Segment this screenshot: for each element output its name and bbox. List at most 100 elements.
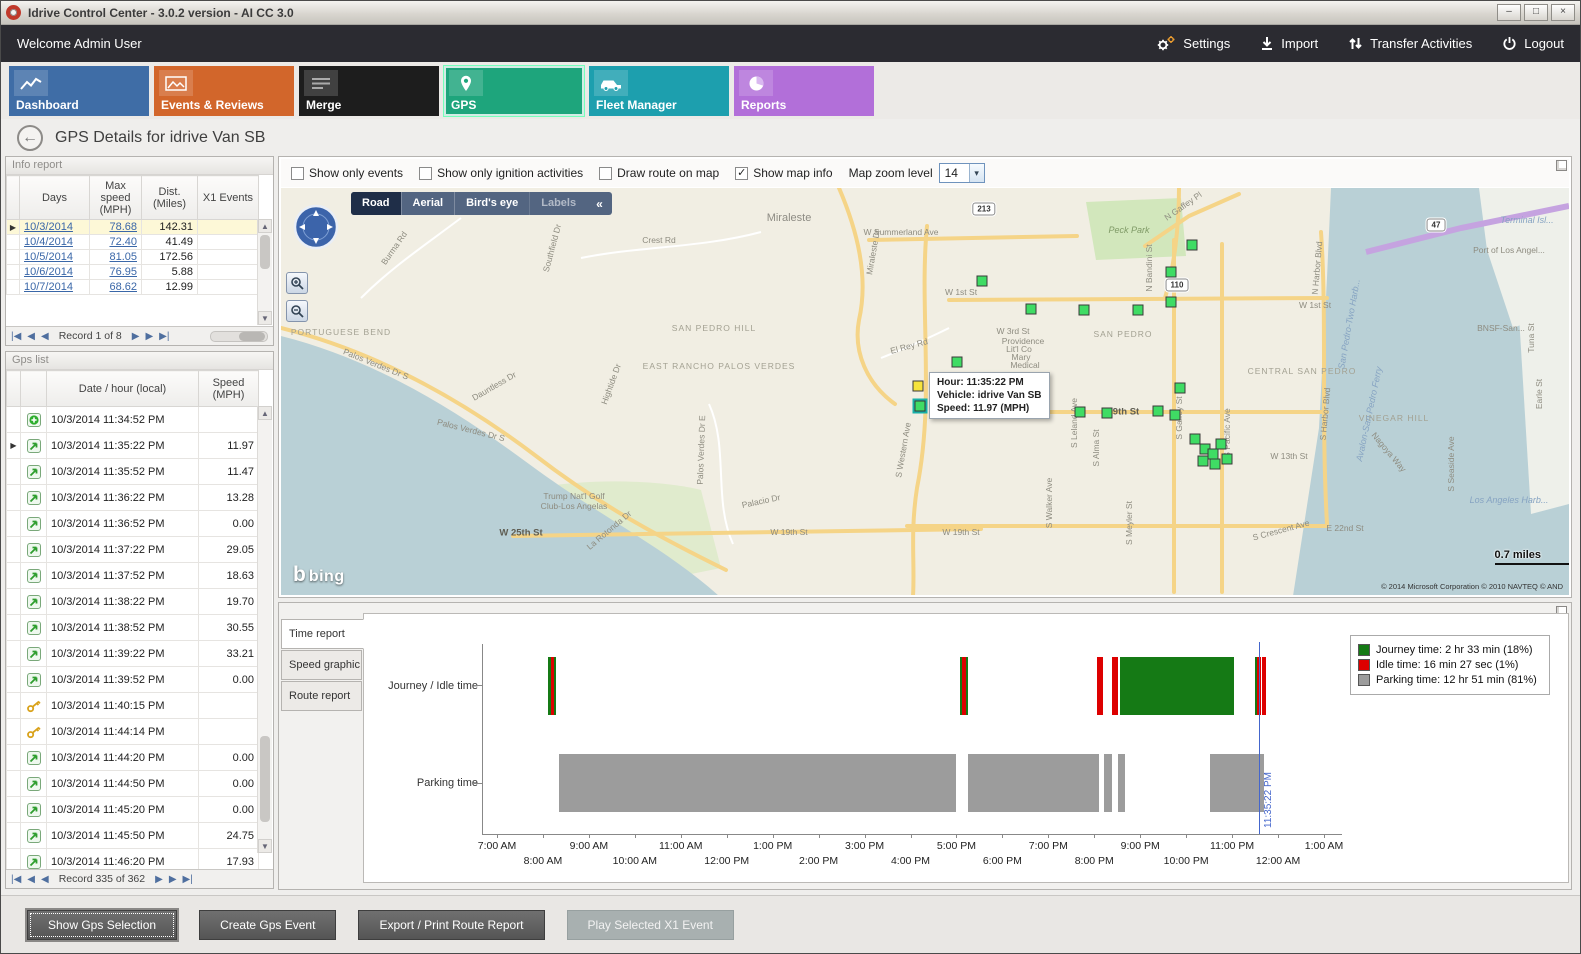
map-compass-control[interactable] [293, 204, 339, 250]
event-marker[interactable] [912, 380, 924, 392]
gps-marker[interactable] [1165, 266, 1177, 278]
info-report-scrollbar[interactable]: ▲ ▼ [257, 219, 272, 325]
table-row[interactable]: 10/5/2014 81.05 172.56 [6, 249, 259, 265]
gps-marker[interactable] [1165, 296, 1177, 308]
map-style-road[interactable]: Road [351, 192, 401, 215]
cell-max-speed[interactable]: 72.40 [89, 234, 142, 250]
cell-max-speed[interactable]: 78.68 [89, 219, 142, 235]
list-item[interactable]: 10/3/2014 11:44:50 PM 0.00 [6, 770, 259, 797]
gps-marker[interactable] [1215, 438, 1227, 450]
gps-marker[interactable] [1152, 405, 1164, 417]
tab-speed-graphic[interactable]: Speed graphic [281, 650, 362, 680]
day-link[interactable]: 10/4/2014 [24, 236, 73, 248]
col-max-speed[interactable]: Max speed (MPH) [89, 175, 142, 220]
gps-list-scrollbar[interactable]: ▲ ▼ [257, 406, 272, 853]
list-item[interactable]: 10/3/2014 11:45:50 PM 24.75 [6, 822, 259, 849]
list-item[interactable]: 10/3/2014 11:34:52 PM [6, 406, 259, 433]
selected-gps-marker[interactable] [914, 400, 926, 412]
list-item[interactable]: 10/3/2014 11:37:22 PM 29.05 [6, 536, 259, 563]
list-item[interactable]: 10/3/2014 11:38:22 PM 19.70 [6, 588, 259, 615]
tab-events-reviews[interactable]: Events & Reviews [154, 66, 294, 116]
zoom-out-button[interactable] [286, 300, 308, 322]
scroll-up-icon[interactable]: ▲ [258, 219, 272, 233]
cell-days[interactable]: 10/7/2014 [19, 279, 90, 295]
zoom-in-button[interactable] [286, 272, 308, 294]
map-style-labels[interactable]: Labels [529, 192, 587, 215]
map-zoom-select[interactable]: 14 ▾ [938, 163, 985, 183]
col-date-hour[interactable]: Date / hour (local) [46, 370, 199, 407]
table-row[interactable]: 10/6/2014 76.95 5.88 [6, 264, 259, 280]
tab-route-report[interactable]: Route report [281, 681, 362, 711]
close-button[interactable]: × [1551, 4, 1575, 21]
col-distance[interactable]: Dist. (Miles) [141, 175, 198, 220]
scroll-down-icon[interactable]: ▼ [258, 839, 272, 853]
gps-marker[interactable] [1197, 455, 1209, 467]
import-button[interactable]: Import [1260, 36, 1318, 51]
list-item[interactable]: 10/3/2014 11:44:14 PM [6, 718, 259, 745]
cell-days[interactable]: 10/5/2014 [19, 249, 90, 265]
next-page-button[interactable]: ▶ [168, 873, 177, 885]
max-speed-link[interactable]: 81.05 [109, 251, 137, 263]
prev-record-button[interactable]: ◀ [41, 873, 49, 885]
map-style-birdseye[interactable]: Bird's eye [454, 192, 529, 215]
last-record-button[interactable]: ▶| [159, 330, 170, 342]
list-item[interactable]: 10/3/2014 11:36:22 PM 13.28 [6, 484, 259, 511]
next-record-button[interactable]: ▶ [155, 873, 163, 885]
checkbox-checked-icon[interactable]: ✓ [735, 166, 749, 180]
prev-page-button[interactable]: ◀ [27, 330, 35, 342]
day-link[interactable]: 10/7/2014 [24, 281, 73, 293]
list-item[interactable]: 10/3/2014 11:39:52 PM 0.00 [6, 666, 259, 693]
gps-marker[interactable] [1078, 304, 1090, 316]
list-item[interactable]: 10/3/2014 11:38:52 PM 30.55 [6, 614, 259, 641]
prev-record-button[interactable]: ◀ [41, 330, 49, 342]
cell-days[interactable]: 10/3/2014 [19, 219, 90, 235]
list-item[interactable]: 10/3/2014 11:45:20 PM 0.00 [6, 796, 259, 823]
list-item[interactable]: 10/3/2014 11:40:15 PM [6, 692, 259, 719]
gps-marker[interactable] [1132, 304, 1144, 316]
gps-marker[interactable] [1101, 407, 1113, 419]
maximize-button[interactable]: □ [1524, 4, 1548, 21]
gps-marker[interactable] [976, 275, 988, 287]
day-link[interactable]: 10/5/2014 [24, 251, 73, 263]
maximize-map-panel-button[interactable] [1556, 160, 1567, 171]
map-canvas[interactable]: Miraleste Peck Park W Summerland Ave Crest … [281, 188, 1569, 595]
map-option-0[interactable]: Show only events [291, 166, 403, 180]
prev-page-button[interactable]: ◀ [27, 873, 35, 885]
col-x1-events[interactable]: X1 Events [197, 175, 259, 220]
table-row[interactable]: 10/4/2014 72.40 41.49 [6, 234, 259, 250]
max-speed-link[interactable]: 76.95 [109, 266, 137, 278]
checkbox-icon[interactable] [291, 166, 304, 180]
gps-marker[interactable] [1186, 239, 1198, 251]
checkbox-icon[interactable] [599, 166, 613, 180]
list-item[interactable]: 10/3/2014 11:36:52 PM 0.00 [6, 510, 259, 537]
list-item[interactable]: ▶ 10/3/2014 11:35:22 PM 11.97 [6, 432, 259, 459]
max-speed-link[interactable]: 72.40 [109, 236, 137, 248]
col-days[interactable]: Days [19, 175, 90, 220]
map-option-3[interactable]: ✓ Show map info [735, 166, 833, 180]
back-button[interactable]: ← [17, 124, 43, 151]
minimize-button[interactable]: – [1497, 4, 1521, 21]
map-style-aerial[interactable]: Aerial [400, 192, 455, 215]
tab-fleet-manager[interactable]: Fleet Manager [589, 66, 729, 116]
col-speed[interactable]: Speed (MPH) [198, 370, 259, 407]
cell-max-speed[interactable]: 76.95 [89, 264, 142, 280]
export-print-route-report-button[interactable]: Export / Print Route Report [358, 909, 545, 940]
day-link[interactable]: 10/3/2014 [24, 221, 73, 233]
gps-marker[interactable] [1209, 458, 1221, 470]
collapse-map-nav-button[interactable]: « [596, 196, 603, 211]
checkbox-icon[interactable] [419, 166, 433, 180]
horizontal-scrollbar[interactable] [210, 330, 268, 342]
play-selected-x1-event-button[interactable]: Play Selected X1 Event [566, 909, 734, 940]
gps-marker[interactable] [1025, 303, 1037, 315]
gps-marker[interactable] [951, 356, 963, 368]
first-record-button[interactable]: |◀ [11, 873, 22, 885]
scroll-up-icon[interactable]: ▲ [258, 406, 272, 420]
list-item[interactable]: 10/3/2014 11:39:22 PM 33.21 [6, 640, 259, 667]
gps-marker[interactable] [1169, 409, 1181, 421]
tab-merge[interactable]: Merge [299, 66, 439, 116]
show-gps-selection-button[interactable]: Show Gps Selection [27, 909, 178, 940]
transfer-activities-button[interactable]: Transfer Activities [1348, 36, 1472, 51]
gps-marker[interactable] [1221, 453, 1233, 465]
list-item[interactable]: 10/3/2014 11:35:52 PM 11.47 [6, 458, 259, 485]
logout-button[interactable]: Logout [1502, 36, 1564, 51]
